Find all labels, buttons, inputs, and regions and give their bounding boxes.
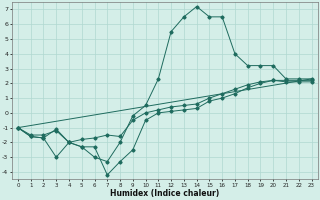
X-axis label: Humidex (Indice chaleur): Humidex (Indice chaleur) <box>110 189 219 198</box>
